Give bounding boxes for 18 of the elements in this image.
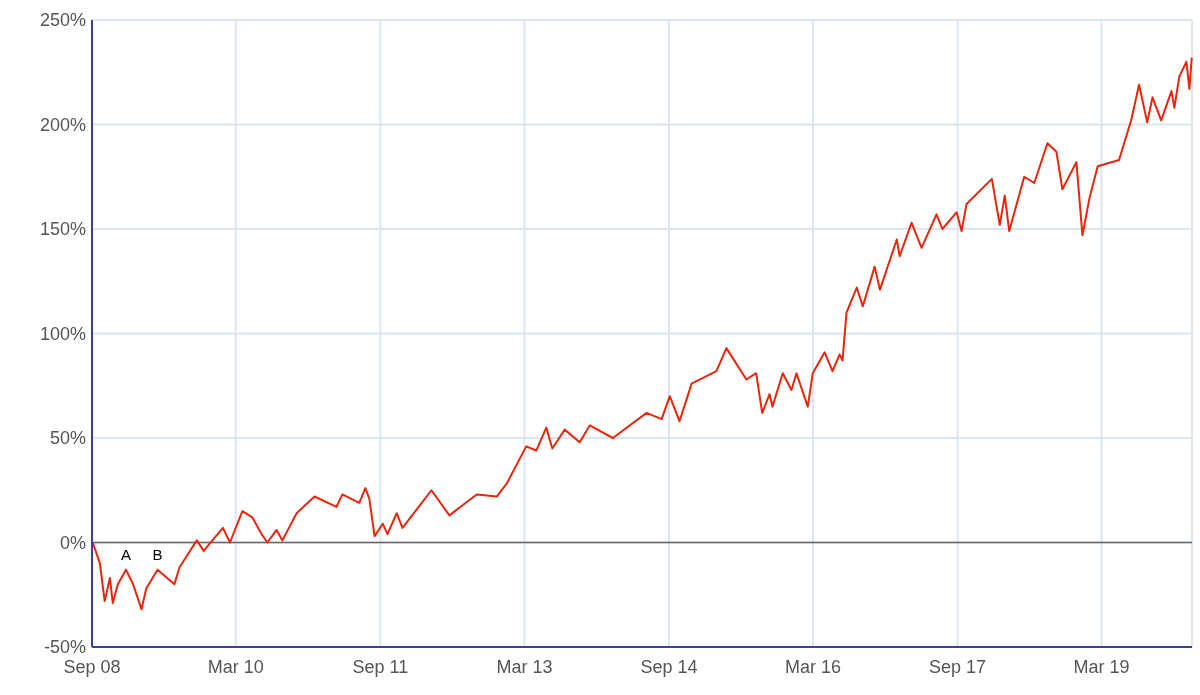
x-tick-label: Sep 11 [352,657,409,677]
y-tick-label: 250% [39,10,86,31]
y-tick-label: 150% [39,219,86,240]
x-tick-label: Mar 19 [1073,657,1130,677]
x-tick-label: Mar 13 [496,657,553,677]
y-tick-label: -50% [43,637,86,658]
x-tick-label: Mar 16 [785,657,842,677]
y-tick-label: 0% [59,532,86,553]
x-tick-label: Mar 10 [207,657,264,677]
y-tick-label: 200% [39,114,86,135]
annotation: B [152,545,163,563]
annotation: A [120,545,131,563]
y-tick-label: 100% [39,323,86,344]
y-tick-label: 50% [49,428,86,449]
x-tick-label: Sep 17 [929,657,987,677]
x-tick-label: Sep 14 [640,657,698,677]
x-tick-label: Sep 08 [63,657,121,677]
line-series [91,56,1193,611]
